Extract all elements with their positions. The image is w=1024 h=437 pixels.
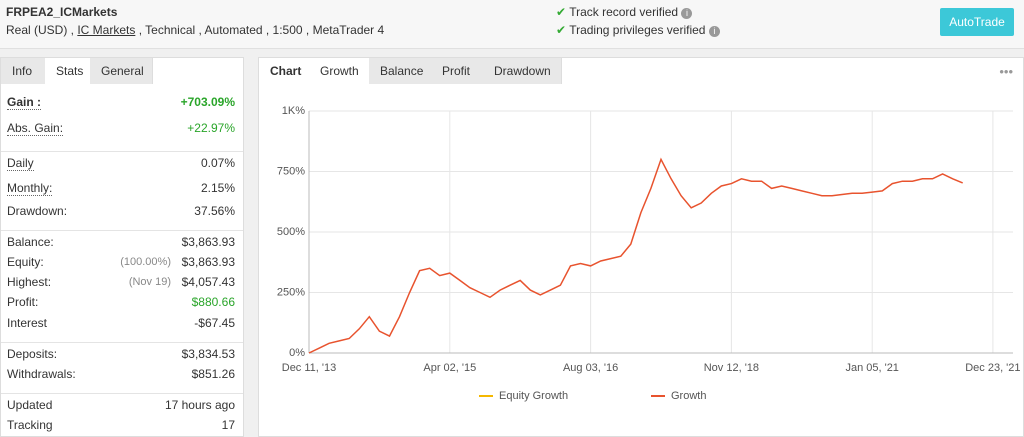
y-tick-label: 1K% [282, 105, 305, 117]
stat-row: Interest -$67.45 [7, 314, 235, 332]
stat-label: Deposits: [7, 347, 58, 361]
stat-row: Monthly: 2.15% [7, 179, 235, 197]
y-tick-label: 0% [289, 347, 305, 359]
stat-label: Abs. Gain: [7, 121, 64, 136]
stat-row: Abs. Gain: +22.97% [7, 119, 235, 137]
tab[interactable]: Info [1, 58, 46, 84]
x-tick-label: Apr 02, '15 [423, 362, 476, 374]
chart-panel: ••• 0% 250% 500% 750% 1K% Dec 11, '13 Apr 02, … [258, 57, 1024, 437]
stat-note: (100.00%) [120, 256, 171, 268]
stat-label: Highest: [7, 275, 52, 289]
y-tick-label: 250% [277, 286, 305, 298]
stat-value: -$67.45 [194, 316, 235, 330]
stat-label: Balance: [7, 235, 54, 249]
stat-label: Monthly: [7, 181, 53, 196]
broker-link[interactable]: IC Markets [77, 23, 136, 37]
verified-item: ✔ Trading privileges verified i [556, 23, 720, 37]
verified-item: ✔ Track record verified i [556, 5, 693, 19]
subtitle: Real (USD) , IC Markets , Technical , Au… [6, 23, 384, 37]
growth-line [308, 157, 963, 354]
autotrade-button[interactable]: AutoTrade [940, 8, 1014, 36]
verified-text: Trading privileges verified [569, 23, 706, 37]
stat-row: Tracking 17 [7, 416, 235, 434]
stat-value: $3,863.93 [181, 235, 235, 249]
stat-value: 17 hours ago [164, 398, 235, 412]
stat-label: Drawdown: [7, 204, 68, 218]
stat-label: Interest [7, 316, 48, 330]
stat-label: Profit: [7, 295, 39, 309]
header: FRPEA2_ICMarkets Real (USD) , IC Markets… [0, 0, 1024, 49]
separator [1, 393, 243, 394]
stat-value: $3,834.53 [181, 347, 235, 361]
stat-value: $3,863.93 [181, 255, 235, 269]
stat-value: $880.66 [191, 295, 235, 309]
stat-value: +703.09% [180, 95, 235, 109]
stat-row: Profit: $880.66 [7, 293, 235, 311]
stat-row: Drawdown: 37.56% [7, 202, 235, 220]
stat-label: Withdrawals: [7, 367, 76, 381]
stat-row: Gain : +703.09% [7, 93, 235, 111]
stat-row: Daily 0.07% [7, 154, 235, 172]
subtitle-text: , Technical , Automated , 1:500 , MetaTr… [135, 23, 385, 37]
x-tick-label: Nov 12, '18 [704, 362, 759, 374]
x-tick-label: Dec 11, '13 [282, 362, 336, 374]
tab[interactable]: Balance [369, 58, 432, 84]
tab[interactable]: Stats [45, 58, 91, 84]
separator [1, 230, 243, 231]
x-tick-label: Jan 05, '21 [845, 362, 898, 374]
menu[interactable]: ••• [999, 64, 1013, 79]
stat-value: $4,057.43 [181, 275, 235, 289]
tab[interactable]: General [90, 58, 153, 84]
stat-value: $851.26 [191, 367, 235, 381]
stat-label: Updated [7, 398, 53, 412]
stat-label: Tracking [7, 418, 53, 432]
separator [1, 342, 243, 343]
stat-value: 17 [221, 418, 235, 432]
stat-note: (Nov 19) [128, 276, 171, 288]
stat-value: +22.97% [187, 121, 235, 135]
stat-row: Withdrawals: $851.26 [7, 365, 235, 383]
stat-label: Gain : [7, 95, 42, 110]
stat-value: 37.56% [194, 204, 235, 218]
chart: 0% 250% 500% 750% 1K% Dec 11, '13 Apr 02, '15 A… [277, 105, 1021, 402]
tab[interactable]: Drawdown [483, 58, 562, 84]
stat-value: 0.07% [200, 156, 235, 170]
stat-row: Balance: $3,863.93 [7, 233, 235, 251]
y-tick-label: 750% [277, 165, 305, 177]
tab[interactable]: Growth [309, 58, 370, 84]
stat-label: Daily [7, 156, 34, 171]
stat-row: Deposits: $3,834.53 [7, 345, 235, 363]
x-tick-label: Dec 23, '21 [965, 362, 1020, 374]
stat-row: Highest: (Nov 19) $4,057.43 [7, 273, 235, 291]
tab: Chart [259, 58, 310, 84]
legend-label: Equity Growth [499, 390, 568, 402]
subtitle-text: Real (USD) , [6, 23, 78, 37]
stat-row: Updated 17 hours ago [7, 396, 235, 414]
stat-label: Equity: [7, 255, 44, 269]
x-tick-label: Aug 03, '16 [563, 362, 618, 374]
tab[interactable]: Profit [431, 58, 484, 84]
legend-label: Growth [671, 390, 706, 402]
stat-row: Equity: (100.00%) $3,863.93 [7, 253, 235, 271]
title: FRPEA2_ICMarkets [6, 5, 118, 19]
verified-text: Track record verified [569, 5, 679, 19]
stat-value: 2.15% [200, 181, 235, 195]
separator [1, 151, 243, 152]
stats-panel: Info Stats General Gain : +703.09% Abs. Gain:… [0, 57, 244, 437]
y-tick-label: 500% [277, 226, 305, 238]
